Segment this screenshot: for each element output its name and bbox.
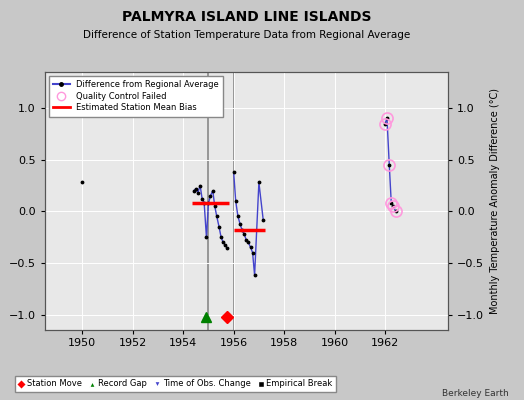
Y-axis label: Monthly Temperature Anomaly Difference (°C): Monthly Temperature Anomaly Difference (…: [489, 88, 499, 314]
Text: PALMYRA ISLAND LINE ISLANDS: PALMYRA ISLAND LINE ISLANDS: [122, 10, 371, 24]
Legend: Station Move, Record Gap, Time of Obs. Change, Empirical Break: Station Move, Record Gap, Time of Obs. C…: [15, 376, 336, 392]
Text: Difference of Station Temperature Data from Regional Average: Difference of Station Temperature Data f…: [83, 30, 410, 40]
Legend: Difference from Regional Average, Quality Control Failed, Estimated Station Mean: Difference from Regional Average, Qualit…: [49, 76, 223, 116]
Text: Berkeley Earth: Berkeley Earth: [442, 389, 508, 398]
